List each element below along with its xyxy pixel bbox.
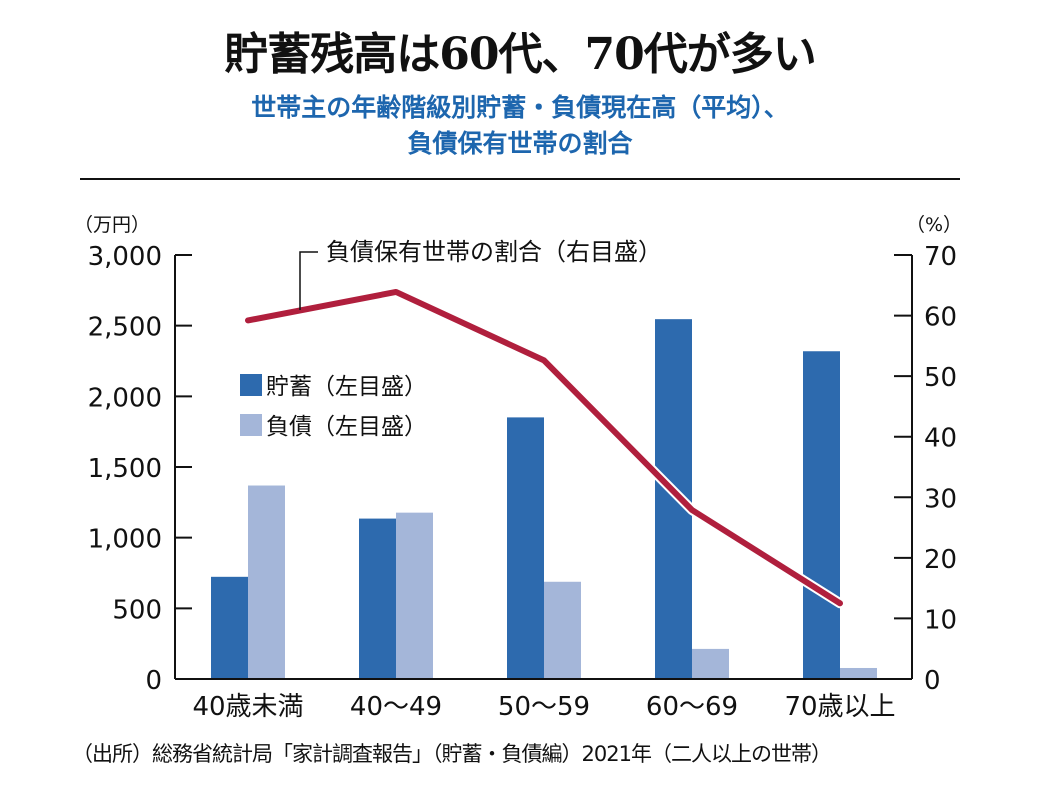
category-label: 70歳以上 <box>784 692 895 722</box>
left-tick-label: 0 <box>145 666 162 696</box>
line-series-label: 負債保有世帯の割合（右目盛） <box>326 238 662 266</box>
category-label: 40～49 <box>350 692 442 722</box>
left-tick-label: 2,000 <box>88 383 162 413</box>
chart-subtitle-line2: 負債保有世帯の割合 <box>407 129 633 158</box>
bar-debt <box>544 581 581 679</box>
left-tick-label: 1,500 <box>88 454 162 484</box>
left-tick-label: 2,500 <box>88 313 162 343</box>
bar-savings <box>211 576 248 679</box>
category-label: 40歳未満 <box>192 692 303 722</box>
right-tick-label: 10 <box>924 605 957 635</box>
left-tick-label: 1,000 <box>88 525 162 555</box>
legend: 貯蓄（左目盛） 負債（左目盛） 負債保有世帯の割合（右目盛） <box>240 238 662 440</box>
bar-debt <box>248 485 285 679</box>
legend-label-debt: 負債（左目盛） <box>266 414 427 440</box>
right-tick-label: 50 <box>924 363 957 393</box>
bar-savings <box>359 518 396 679</box>
left-tick-label: 500 <box>112 595 162 625</box>
chart-subtitle-line1: 世帯主の年齢階級別貯蓄・負債現在高（平均）、 <box>251 93 789 122</box>
right-tick-label: 40 <box>924 424 957 454</box>
line-label-leader <box>299 251 318 310</box>
left-tick-label: 3,000 <box>88 242 162 272</box>
right-tick-label: 30 <box>924 484 957 514</box>
bar-savings <box>803 351 840 679</box>
bar-debt <box>396 512 433 679</box>
right-tick-label: 70 <box>924 242 957 272</box>
bar-savings <box>507 417 544 679</box>
right-tick-label: 0 <box>924 666 941 696</box>
ratio-line-group <box>243 286 845 609</box>
legend-label-savings: 貯蓄（左目盛） <box>266 374 427 400</box>
title-divider <box>80 178 960 180</box>
right-axis-unit: （%） <box>906 214 963 236</box>
bars-group <box>211 319 877 679</box>
legend-swatch-debt <box>240 414 262 436</box>
bar-debt <box>840 667 877 679</box>
legend-swatch-savings <box>240 374 262 396</box>
bar-debt <box>692 648 729 679</box>
category-label: 60～69 <box>646 692 738 722</box>
chart-title: 貯蓄残高は60代、70代が多い <box>224 29 816 80</box>
category-label: 50～59 <box>498 692 590 722</box>
right-tick-label: 60 <box>924 303 957 333</box>
source-note: （出所）総務省統計局「家計調査報告」（貯蓄・負債編）2021年（二人以上の世帯） <box>72 742 832 766</box>
left-axis-unit: （万円） <box>74 214 151 236</box>
axes-group: 0 500 1,000 1,500 2,000 2,500 3,000 0 10 20 30 40 50… <box>88 242 958 722</box>
right-tick-label: 20 <box>924 545 957 575</box>
